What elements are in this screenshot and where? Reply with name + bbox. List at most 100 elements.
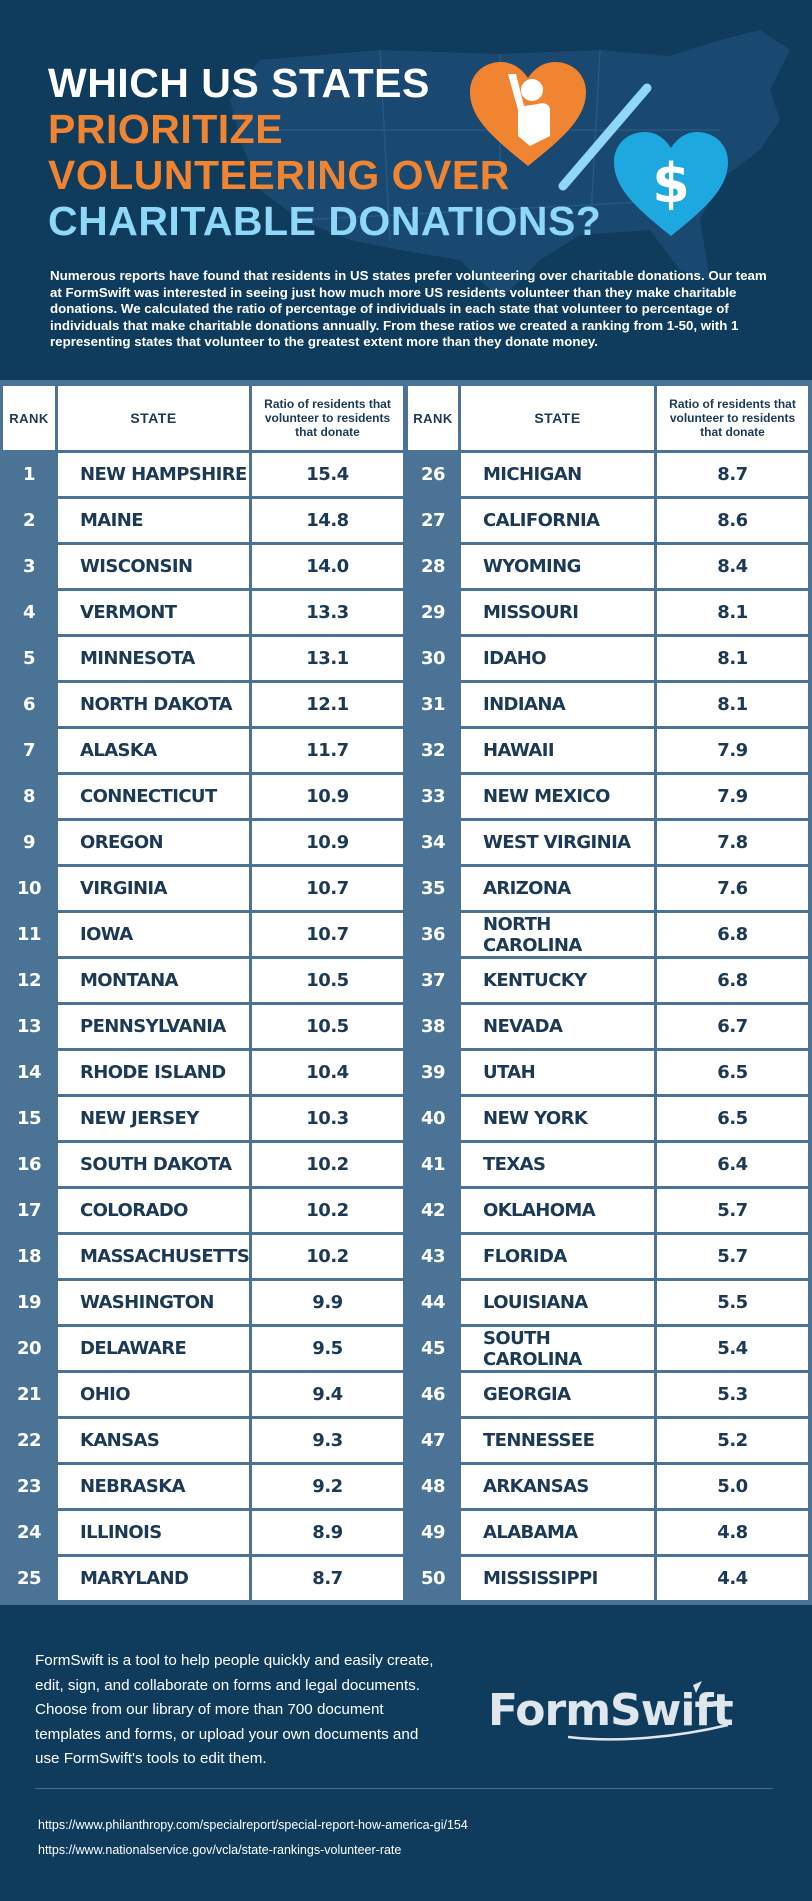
rank-cell: 35 bbox=[420, 878, 446, 899]
state-cell: MICHIGAN bbox=[461, 453, 654, 496]
ratio-cell: 10.3 bbox=[252, 1097, 403, 1140]
ratio-cell: 10.9 bbox=[252, 775, 403, 818]
rank-cell: 3 bbox=[22, 556, 36, 577]
state-cell: IOWA bbox=[58, 913, 249, 956]
state-cell: INDIANA bbox=[461, 683, 654, 726]
footer: FormSwift is a tool to help people quick… bbox=[0, 1605, 812, 1901]
state-cell: LOUISIANA bbox=[461, 1281, 654, 1324]
ratio-cell: 10.5 bbox=[252, 959, 403, 1002]
state-cell: CALIFORNIA bbox=[461, 499, 654, 542]
state-cell: ARKANSAS bbox=[461, 1465, 654, 1508]
state-cell: WISCONSIN bbox=[58, 545, 249, 588]
state-cell: OHIO bbox=[58, 1373, 249, 1416]
ratio-cell: 8.9 bbox=[252, 1511, 403, 1554]
page-title: WHICH US STATES PRIORITIZE VOLUNTEERING … bbox=[48, 60, 601, 244]
rank-cell: 40 bbox=[420, 1108, 446, 1129]
rank-cell: 9 bbox=[22, 832, 36, 853]
rank-cell: 42 bbox=[420, 1200, 446, 1221]
state-cell: NORTH CAROLINA bbox=[461, 913, 654, 956]
ratio-cell: 13.3 bbox=[252, 591, 403, 634]
rank-cell: 1 bbox=[22, 464, 36, 485]
state-header-right: STATE bbox=[461, 386, 654, 450]
ratio-cell: 9.3 bbox=[252, 1419, 403, 1462]
rank-cell: 23 bbox=[16, 1476, 42, 1497]
state-cell: MASSACHUSETTS bbox=[58, 1235, 250, 1278]
state-cell: OREGON bbox=[58, 821, 249, 864]
rank-cell: 11 bbox=[16, 924, 42, 945]
rank-cell: 34 bbox=[420, 832, 446, 853]
rank-cell: 27 bbox=[420, 510, 446, 531]
rank-cell: 16 bbox=[16, 1154, 42, 1175]
title-line-2: PRIORITIZE bbox=[48, 106, 284, 152]
state-cell: OKLAHOMA bbox=[461, 1189, 654, 1232]
rank-cell: 36 bbox=[420, 924, 446, 945]
ratio-cell: 13.1 bbox=[252, 637, 403, 680]
state-cell: MISSISSIPPI bbox=[461, 1557, 654, 1600]
rank-cell: 46 bbox=[420, 1384, 446, 1405]
state-cell: RHODE ISLAND bbox=[58, 1051, 249, 1094]
rank-cell: 31 bbox=[420, 694, 446, 715]
ratio-cell: 9.2 bbox=[252, 1465, 403, 1508]
ratio-cell: 10.2 bbox=[252, 1235, 403, 1278]
ratio-cell: 11.7 bbox=[252, 729, 403, 772]
state-cell: DELAWARE bbox=[58, 1327, 249, 1370]
source-link-1[interactable]: https://www.philanthropy.com/specialrepo… bbox=[38, 1818, 468, 1832]
rank-header-right: RANK bbox=[408, 386, 458, 450]
title-line-1: WHICH US STATES bbox=[48, 60, 430, 106]
ratio-cell: 14.0 bbox=[252, 545, 403, 588]
rank-cell: 32 bbox=[420, 740, 446, 761]
footer-description: FormSwift is a tool to help people quick… bbox=[35, 1652, 434, 1768]
ratio-cell: 6.7 bbox=[657, 1005, 808, 1048]
rank-cell: 19 bbox=[16, 1292, 42, 1313]
rank-cell: 38 bbox=[420, 1016, 446, 1037]
state-cell: NEW YORK bbox=[461, 1097, 654, 1140]
ratio-cell: 10.9 bbox=[252, 821, 403, 864]
rank-cell: 5 bbox=[22, 648, 36, 669]
state-cell: NEW HAMPSHIRE bbox=[58, 453, 249, 496]
ratio-cell: 7.8 bbox=[657, 821, 808, 864]
ratio-cell: 5.0 bbox=[657, 1465, 808, 1508]
state-cell: VIRGINIA bbox=[58, 867, 249, 910]
state-cell: WASHINGTON bbox=[58, 1281, 249, 1324]
state-cell: KANSAS bbox=[58, 1419, 249, 1462]
ratio-cell: 7.6 bbox=[657, 867, 808, 910]
ratio-cell: 5.2 bbox=[657, 1419, 808, 1462]
rank-cell: 2 bbox=[22, 510, 36, 531]
state-cell: COLORADO bbox=[58, 1189, 249, 1232]
ratio-cell: 14.8 bbox=[252, 499, 403, 542]
header: WHICH US STATES PRIORITIZE VOLUNTEERING … bbox=[0, 0, 812, 380]
ratio-cell: 6.5 bbox=[657, 1097, 808, 1140]
state-cell: MARYLAND bbox=[58, 1557, 249, 1600]
rank-cell: 39 bbox=[420, 1062, 446, 1083]
ratio-cell: 8.1 bbox=[657, 683, 808, 726]
state-cell: IDAHO bbox=[461, 637, 654, 680]
ratio-cell: 12.1 bbox=[252, 683, 403, 726]
rank-cell: 43 bbox=[420, 1246, 446, 1267]
donation-heart-icon: $ bbox=[614, 132, 728, 236]
ratio-cell: 6.8 bbox=[657, 959, 808, 1002]
ratio-cell: 10.5 bbox=[252, 1005, 403, 1048]
state-cell: MONTANA bbox=[58, 959, 249, 1002]
state-cell: SOUTH CAROLINA bbox=[461, 1327, 654, 1370]
rank-cell: 6 bbox=[22, 694, 36, 715]
ratio-cell: 6.8 bbox=[657, 913, 808, 956]
ratio-cell: 10.2 bbox=[252, 1143, 403, 1186]
rank-cell: 8 bbox=[22, 786, 36, 807]
state-cell: NEBRASKA bbox=[58, 1465, 249, 1508]
state-cell: CONNECTICUT bbox=[58, 775, 249, 818]
formswift-logo: FormSwift bbox=[488, 1681, 735, 1741]
ratio-cell: 6.4 bbox=[657, 1143, 808, 1186]
rank-cell: 21 bbox=[16, 1384, 42, 1405]
state-cell: MAINE bbox=[58, 499, 249, 542]
rank-cell: 17 bbox=[16, 1200, 42, 1221]
rank-cell: 20 bbox=[16, 1338, 42, 1359]
state-cell: KENTUCKY bbox=[461, 959, 654, 1002]
ratio-cell: 5.7 bbox=[657, 1235, 808, 1278]
ratio-cell: 10.4 bbox=[252, 1051, 403, 1094]
source-link-2[interactable]: https://www.nationalservice.gov/vcla/sta… bbox=[38, 1843, 402, 1857]
rank-cell: 45 bbox=[420, 1338, 446, 1359]
ratio-cell: 8.6 bbox=[657, 499, 808, 542]
state-cell: PENNSYLVANIA bbox=[58, 1005, 249, 1048]
state-cell: NORTH DAKOTA bbox=[58, 683, 249, 726]
state-header-left: STATE bbox=[58, 386, 249, 450]
